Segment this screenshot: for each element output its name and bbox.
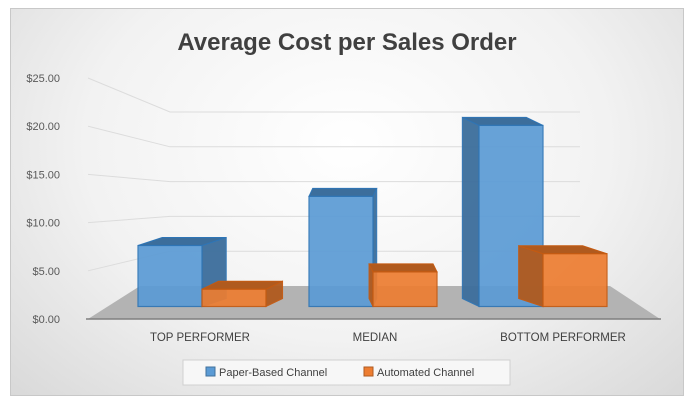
x-category-label: MEDIAN <box>353 332 398 344</box>
y-tick-label: $0.00 <box>32 314 60 326</box>
bar-top <box>368 263 438 273</box>
legend-label-automated: Automated Channel <box>377 367 474 379</box>
y-tick-label: $5.00 <box>32 266 60 278</box>
legend-label-paper: Paper-Based Channel <box>219 367 327 379</box>
bar-front <box>308 195 374 308</box>
gridline <box>87 77 580 113</box>
legend-box <box>182 359 511 386</box>
bar-front <box>372 271 438 308</box>
x-category-label: BOTTOM PERFORMER <box>500 332 626 344</box>
legend-swatch-paper <box>205 366 216 377</box>
bar-paper-based-channel-1 <box>308 187 378 308</box>
bar-front <box>201 288 267 308</box>
bar-front <box>137 244 203 308</box>
bar-side <box>461 116 480 308</box>
bar-automated-channel-1 <box>368 263 438 308</box>
bar-automated-channel-2 <box>518 245 608 308</box>
chart-title: Average Cost per Sales Order <box>177 29 516 56</box>
bar-automated-channel-0 <box>201 280 284 308</box>
legend: Paper-Based Channel Automated Channel <box>182 359 511 386</box>
x-category-label: TOP PERFORMER <box>150 332 250 344</box>
gridline <box>87 125 580 148</box>
y-tick-label: $10.00 <box>26 218 60 230</box>
gridline <box>87 173 580 183</box>
gridline <box>87 215 580 224</box>
y-tick-label: $20.00 <box>26 121 60 133</box>
bar-side <box>518 245 544 308</box>
y-tick-label: $15.00 <box>26 169 60 181</box>
y-tick-label: $25.00 <box>26 73 60 85</box>
bar-front <box>542 253 608 308</box>
legend-swatch-automated <box>363 366 374 377</box>
bar-top <box>308 187 378 197</box>
